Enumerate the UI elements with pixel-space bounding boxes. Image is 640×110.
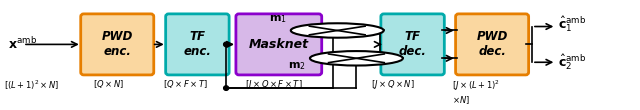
Ellipse shape xyxy=(291,23,384,38)
FancyBboxPatch shape xyxy=(166,14,229,75)
Circle shape xyxy=(223,42,228,47)
FancyBboxPatch shape xyxy=(456,14,529,75)
Circle shape xyxy=(223,86,228,90)
Text: PWD
dec.: PWD dec. xyxy=(476,30,508,58)
Text: $\mathbf{m}_1$: $\mathbf{m}_1$ xyxy=(269,13,287,25)
Text: $[Q \times N]$: $[Q \times N]$ xyxy=(93,78,124,90)
Text: TF
dec.: TF dec. xyxy=(399,30,426,58)
Text: $\hat{\mathbf{c}}_1^{\mathrm{amb}}$: $\hat{\mathbf{c}}_1^{\mathrm{amb}}$ xyxy=(558,15,587,35)
FancyBboxPatch shape xyxy=(81,14,154,75)
Text: TF
enc.: TF enc. xyxy=(184,30,211,58)
Text: $\hat{\mathbf{c}}_2^{\mathrm{amb}}$: $\hat{\mathbf{c}}_2^{\mathrm{amb}}$ xyxy=(558,52,587,72)
Text: $\mathbf{x}^{\mathrm{amb}}$: $\mathbf{x}^{\mathrm{amb}}$ xyxy=(8,36,37,52)
Text: $[J \times (L+1)^2$
$\times N]$: $[J \times (L+1)^2$ $\times N]$ xyxy=(452,78,500,106)
Text: Masknet: Masknet xyxy=(249,38,309,51)
Text: $\mathbf{m}_2$: $\mathbf{m}_2$ xyxy=(288,60,306,72)
Text: PWD
enc.: PWD enc. xyxy=(102,30,133,58)
FancyBboxPatch shape xyxy=(381,14,444,75)
Text: $[(L+1)^2 \times N]$: $[(L+1)^2 \times N]$ xyxy=(4,78,59,92)
FancyBboxPatch shape xyxy=(236,14,322,75)
Text: $[Q \times F \times T]$: $[Q \times F \times T]$ xyxy=(163,78,208,90)
Text: $[J \times Q \times N]$: $[J \times Q \times N]$ xyxy=(371,78,415,91)
Text: $[J \times Q \times F \times T]$: $[J \times Q \times F \times T]$ xyxy=(245,78,303,91)
Ellipse shape xyxy=(310,51,403,66)
